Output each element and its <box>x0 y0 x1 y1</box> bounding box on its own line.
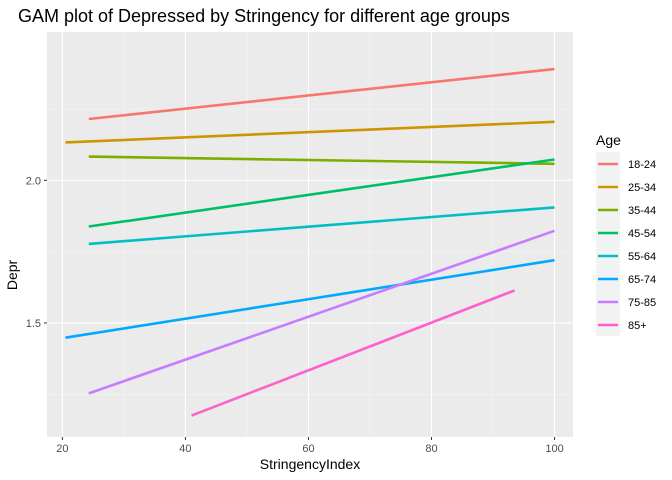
legend-items: 18-24 25-34 35-44 45-54 55-64 65-74 75-85 85+ <box>598 159 656 332</box>
series-line-25-34 <box>65 120 555 144</box>
x-tick-label: 80 <box>425 443 437 455</box>
y-axis-title: Depr <box>4 259 20 290</box>
minor-gridlines <box>47 32 573 437</box>
x-axis-ticks: 20 40 60 80 100 <box>56 437 564 455</box>
legend-label-55-64: 55-64 <box>628 251 656 263</box>
legend-label-65-74: 65-74 <box>628 274 656 286</box>
series-line-85+ <box>191 289 516 417</box>
y-tick-label: 1.5 <box>26 318 41 330</box>
chart-title: GAM plot of Depressed by Stringency for … <box>18 6 510 26</box>
legend-title: Age <box>596 132 621 148</box>
x-tick-label: 40 <box>179 443 191 455</box>
x-tick-label: 20 <box>56 443 68 455</box>
legend-label-75-85: 75-85 <box>628 297 656 309</box>
y-tick-label: 2.0 <box>26 175 41 187</box>
legend-label-18-24: 18-24 <box>628 159 656 171</box>
series-line-75-85 <box>88 229 555 395</box>
series-line-35-44 <box>88 155 555 166</box>
legend-label-85+: 85+ <box>628 320 647 332</box>
x-tick-label: 60 <box>302 443 314 455</box>
legend-label-35-44: 35-44 <box>628 205 656 217</box>
plot-panel <box>47 32 573 437</box>
series-lines <box>65 67 555 417</box>
series-line-18-24 <box>88 67 555 121</box>
series-line-65-74 <box>65 258 555 339</box>
legend-key-background <box>596 152 620 336</box>
legend-label-25-34: 25-34 <box>628 182 656 194</box>
x-tick-label: 100 <box>545 443 563 455</box>
y-axis-ticks: 1.5 2.0 <box>26 175 47 330</box>
legend-label-45-54: 45-54 <box>628 228 656 240</box>
legend: Age 18-24 25-34 35-44 45-54 55-64 65-74 75-85 8… <box>596 132 656 336</box>
series-line-45-54 <box>88 158 555 228</box>
series-line-55-64 <box>88 206 555 246</box>
x-axis-title: StringencyIndex <box>260 456 360 472</box>
